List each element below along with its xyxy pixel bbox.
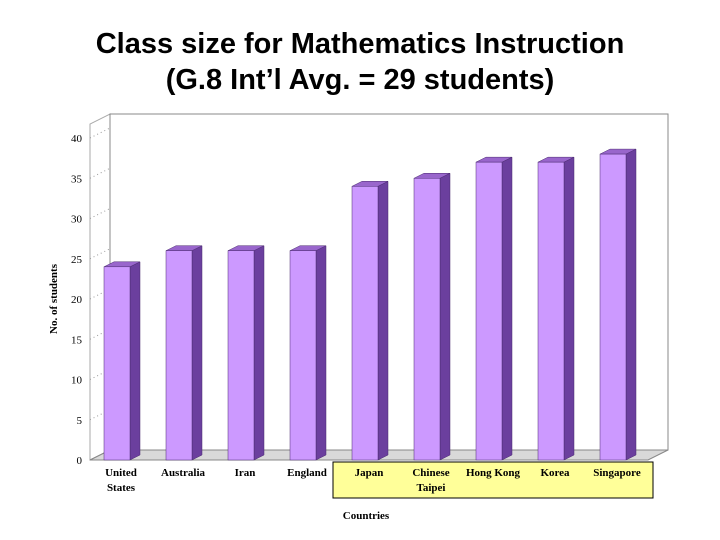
y-tick-label: 0 xyxy=(77,455,83,467)
bar xyxy=(413,172,451,461)
x-tick-label: Chinese Taipei xyxy=(412,467,449,494)
bar-front xyxy=(475,161,503,461)
x-tick-label-line: Hong Kong xyxy=(466,467,521,479)
bar-front xyxy=(227,250,255,461)
highlight-region xyxy=(332,461,654,499)
y-tick-labels: 0 5 10 15 20 25 30 35 40 xyxy=(71,133,83,467)
bar-side xyxy=(563,156,575,461)
back-wall xyxy=(109,113,669,451)
bar-side xyxy=(191,245,203,461)
bar xyxy=(289,245,327,461)
x-tick-label: England xyxy=(287,467,327,479)
x-tick-label-line: United xyxy=(105,467,137,479)
bar xyxy=(599,148,637,461)
bar-side xyxy=(501,156,513,461)
bar xyxy=(227,245,265,461)
y-tick-label: 5 xyxy=(77,415,83,427)
x-tick-label: Australia xyxy=(161,467,206,479)
bar-side xyxy=(377,180,389,461)
bar-side xyxy=(253,245,265,461)
bar-front xyxy=(103,266,131,461)
x-tick-label: Singapore xyxy=(593,467,641,479)
bar-side xyxy=(129,261,141,461)
x-tick-label-line: States xyxy=(107,482,136,494)
y-tick-label: 30 xyxy=(71,214,83,226)
y-tick-label: 40 xyxy=(71,133,83,145)
bar-front xyxy=(351,186,379,461)
bar xyxy=(103,261,141,461)
chart-title-line-1: Class size for Mathematics Instruction xyxy=(95,28,625,60)
bar-front xyxy=(413,178,441,461)
bar xyxy=(351,180,389,461)
bar xyxy=(475,156,513,461)
y-tick-label: 15 xyxy=(71,334,83,346)
bar-front xyxy=(537,161,565,461)
x-tick-label-line: Singapore xyxy=(593,467,641,479)
x-tick-labels: United States Australia Iran England Japan Chi… xyxy=(105,467,641,494)
x-tick-label-line: Taipei xyxy=(417,482,446,494)
chart-title: Class size for Mathematics Instruction (… xyxy=(0,26,720,98)
bar-front xyxy=(599,153,627,461)
bars xyxy=(103,148,637,461)
x-tick-label: Korea xyxy=(540,467,570,479)
y-axis-label: No. of students xyxy=(48,263,60,334)
bar-side xyxy=(315,245,327,461)
x-tick-label-line: England xyxy=(287,467,327,479)
x-tick-label: Iran xyxy=(235,467,256,479)
bar-front xyxy=(165,250,193,461)
bar-side xyxy=(625,148,637,461)
highlight-box xyxy=(332,461,654,499)
x-tick-label: United States xyxy=(105,467,137,494)
x-tick-label-line: Australia xyxy=(161,467,206,479)
x-tick-label-line: Chinese xyxy=(412,467,449,479)
x-tick-label-line: Japan xyxy=(355,467,384,479)
x-tick-label-line: Iran xyxy=(235,467,256,479)
x-tick-label: Japan xyxy=(355,467,384,479)
y-tick-label: 10 xyxy=(71,375,83,387)
bar-front xyxy=(289,250,317,461)
x-tick-label-line: Korea xyxy=(540,467,570,479)
bar xyxy=(537,156,575,461)
y-tick-label: 35 xyxy=(71,173,83,185)
y-tick-label: 25 xyxy=(71,254,83,266)
chart-title-line-2: (G.8 Int’l Avg. = 29 students) xyxy=(165,64,555,96)
x-tick-label: Hong Kong xyxy=(466,467,521,479)
bar-side xyxy=(439,172,451,461)
y-tick-label: 20 xyxy=(71,294,83,306)
x-axis-label: Countries xyxy=(343,510,390,522)
bar xyxy=(165,245,203,461)
